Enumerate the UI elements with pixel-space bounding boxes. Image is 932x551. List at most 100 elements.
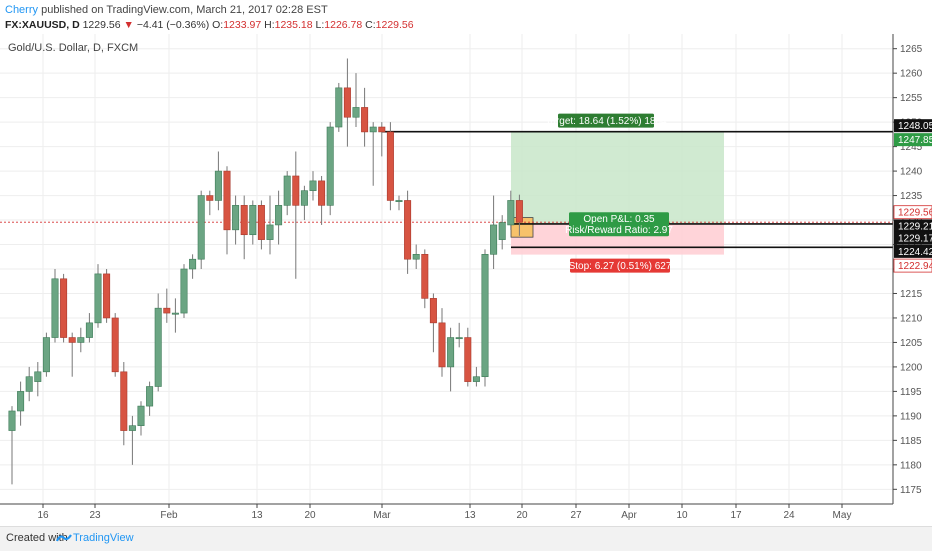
- price-tag: 1229.21: [898, 221, 932, 232]
- chart-area[interactable]: Target: 18.64 (1.52%) 1864 Open P&L: 0.35…: [0, 34, 932, 526]
- open-label: O:: [212, 19, 224, 31]
- candle-body: [352, 107, 360, 118]
- x-tick-label: Mar: [373, 510, 391, 521]
- candle-body: [472, 376, 480, 382]
- candle-body: [335, 87, 343, 128]
- x-tick-label: 17: [730, 510, 742, 521]
- candle-body: [240, 205, 248, 236]
- y-tick-label: 1240: [900, 167, 923, 178]
- price-tag-bg: [894, 244, 932, 258]
- y-tick-label: 1265: [900, 44, 923, 55]
- close-label: C:: [365, 19, 376, 31]
- y-tick-label: 1200: [900, 362, 923, 373]
- candle-body: [421, 254, 429, 299]
- candle-body: [68, 337, 76, 343]
- candle-body: [146, 386, 154, 407]
- x-tick-label: 20: [516, 510, 528, 521]
- candle-body: [189, 258, 197, 270]
- x-tick-label: 23: [89, 510, 101, 521]
- candle-body: [326, 126, 334, 206]
- candle-body: [438, 322, 446, 368]
- y-tick-label: 1210: [900, 313, 923, 324]
- stop-label-bg: [570, 258, 670, 273]
- price-tag: 1222.94: [898, 261, 932, 272]
- candle-body: [85, 322, 93, 338]
- y-tick-label: 1175: [900, 485, 922, 496]
- publication-line: Cherry published on TradingView.com, Mar…: [5, 4, 328, 16]
- candle-body: [60, 278, 68, 338]
- price-tag-bg: [894, 219, 932, 233]
- price-tag-bg: [894, 133, 932, 147]
- candle-body: [197, 195, 205, 260]
- author-link[interactable]: Cherry: [5, 4, 39, 16]
- price-tag-bg: [894, 231, 932, 245]
- candle-body: [361, 107, 369, 133]
- open-value: 1233.97: [223, 19, 262, 31]
- x-tick-label: 10: [676, 510, 688, 521]
- low-label: L:: [315, 19, 325, 31]
- published-text: published on TradingView.com, March 21, …: [41, 4, 328, 16]
- price-tag: 1247.85: [898, 135, 932, 146]
- y-tick-label: 1215: [900, 289, 923, 300]
- x-tick-label: 20: [304, 510, 316, 521]
- candle-body: [275, 205, 283, 226]
- candle-body: [257, 205, 265, 240]
- candle-body: [206, 195, 214, 201]
- tradingview-logo-icon: [55, 530, 72, 551]
- candle-body: [412, 254, 420, 260]
- candle-body: [490, 224, 498, 255]
- candle-body: [515, 200, 523, 223]
- candle-body: [223, 170, 231, 231]
- candle-body: [163, 307, 171, 314]
- price-tag-bg: [893, 258, 932, 273]
- target-label: Target: 18.64 (1.52%) 1864: [545, 116, 667, 127]
- y-tick-label: 1185: [900, 436, 922, 447]
- candle-body: [249, 205, 257, 236]
- candle-body: [94, 273, 102, 324]
- candle-body: [464, 337, 472, 382]
- stop-label: Stop: 6.27 (0.51%) 627: [569, 261, 672, 272]
- low-value: 1226.78: [324, 19, 363, 31]
- candle-body: [343, 87, 351, 118]
- created-with-text: Created with: [6, 532, 68, 544]
- candle-body: [232, 205, 240, 231]
- price-change: −4.41 (−0.36%): [136, 19, 210, 31]
- pnl-label-bg: [569, 212, 669, 237]
- price-tag-bg: [894, 119, 932, 133]
- y-tick-label: 1260: [900, 69, 923, 80]
- candle-body: [455, 337, 463, 340]
- chart-title: Gold/U.S. Dollar, D, FXCM: [8, 42, 138, 54]
- candle-body: [128, 425, 136, 431]
- candle-body: [180, 268, 188, 314]
- candle-body: [318, 180, 326, 206]
- candle-body: [17, 391, 25, 412]
- candle-body: [266, 224, 274, 240]
- candle-body: [214, 170, 222, 201]
- price-tag: 1224.42: [898, 247, 932, 258]
- candle-body: [137, 405, 145, 426]
- candle-body: [51, 278, 59, 338]
- footer: Created with TradingView: [0, 526, 932, 551]
- candle-body: [154, 307, 162, 387]
- y-tick-label: 1195: [900, 387, 922, 398]
- x-tick-label: 13: [251, 510, 263, 521]
- candle-body: [498, 222, 506, 240]
- candle-body: [378, 126, 386, 133]
- y-tick-label: 1180: [900, 460, 922, 471]
- candle-body: [369, 126, 377, 133]
- candle-body: [34, 371, 42, 382]
- tradingview-brand[interactable]: TradingView: [73, 532, 134, 544]
- x-tick-label: Apr: [621, 510, 637, 521]
- price-tag: 1248.05: [898, 121, 932, 132]
- ohlc-line: FX:XAUUSD, D 1229.56 ▼ −4.41 (−0.36%) O:…: [5, 19, 414, 31]
- symbol[interactable]: FX:XAUUSD, D: [5, 19, 80, 31]
- candle-body: [300, 190, 308, 206]
- pnl-label: Open P&L: 0.35: [583, 214, 655, 225]
- price-tag: 1229.17: [898, 234, 932, 245]
- candle-body: [283, 175, 291, 206]
- candlestick-chart[interactable]: Target: 18.64 (1.52%) 1864 Open P&L: 0.35…: [0, 34, 932, 526]
- y-tick-label: 1235: [900, 191, 923, 202]
- candle-body: [77, 337, 85, 343]
- price-tag: 1229.56: [898, 208, 932, 219]
- last-price: 1229.56: [82, 19, 121, 31]
